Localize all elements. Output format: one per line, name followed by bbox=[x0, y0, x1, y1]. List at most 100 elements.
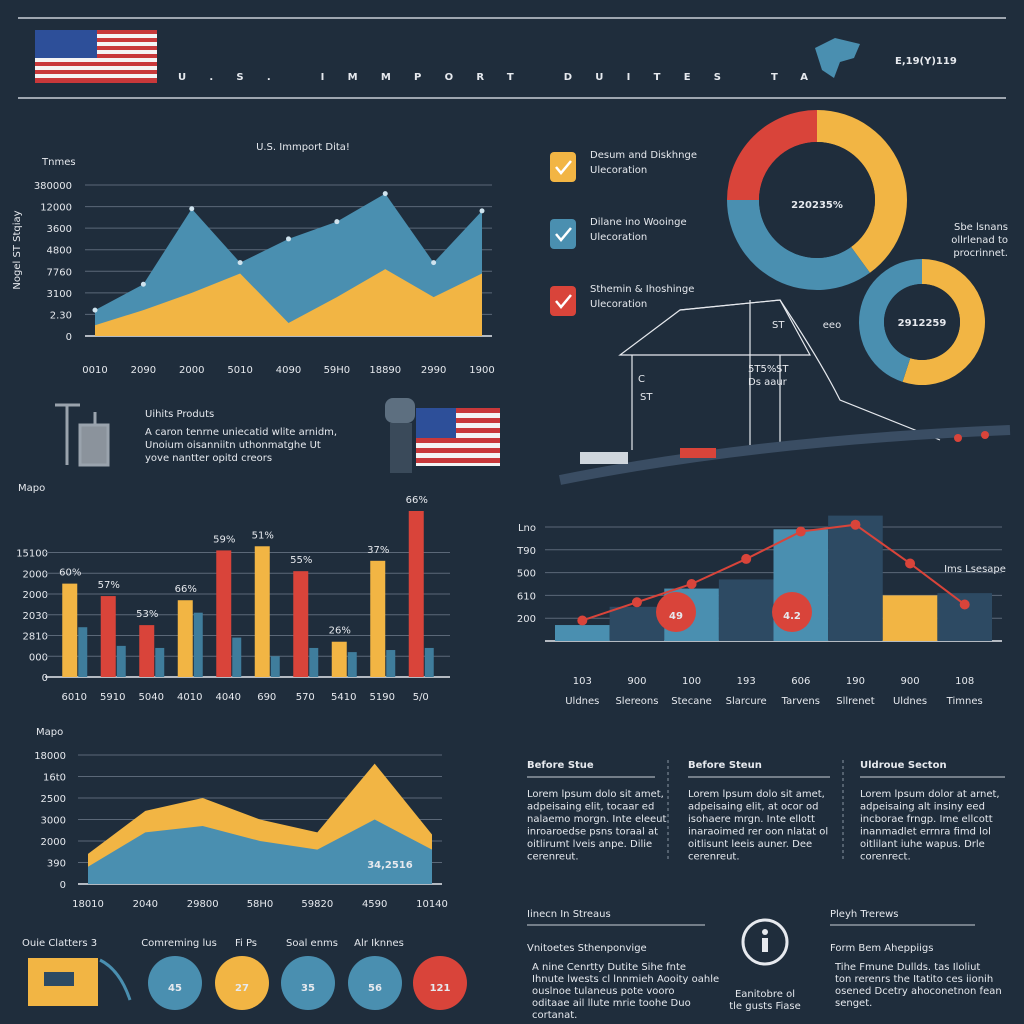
y-tick-label: 610 bbox=[517, 591, 536, 602]
x-tick-label: 5040 bbox=[139, 692, 164, 703]
x-tick-label: 4090 bbox=[276, 365, 301, 376]
x-tick-sublabel: Slarcure bbox=[726, 696, 767, 707]
y-tick-label: 390 bbox=[47, 859, 66, 870]
illustration-label: C bbox=[638, 374, 645, 385]
products-text: Unoium oisanniitn uthonmatghe Ut bbox=[145, 440, 321, 451]
x-tick-label: 58H0 bbox=[247, 899, 274, 910]
y-axis-header: Tnmes bbox=[41, 157, 76, 168]
y-tick-label: 7760 bbox=[47, 267, 72, 278]
y-tick-label: 3600 bbox=[47, 224, 72, 235]
y-axis-label: Nogel ST Stqiay bbox=[12, 210, 23, 289]
y-tick-label: 2000 bbox=[23, 590, 48, 601]
x-tick-label: 10140 bbox=[416, 899, 448, 910]
line bbox=[581, 523, 966, 622]
point bbox=[795, 526, 806, 537]
us-flag bbox=[35, 30, 157, 83]
stat-label: Soal enms bbox=[286, 938, 338, 949]
section-text: cerenreut. bbox=[527, 852, 579, 863]
annotation-badge bbox=[772, 592, 812, 632]
point bbox=[431, 260, 437, 266]
bar bbox=[882, 595, 938, 641]
bar bbox=[347, 652, 357, 677]
section-text: inroaroedse psns toraal at bbox=[527, 827, 658, 838]
worker-icon bbox=[385, 398, 415, 473]
y-tick-label: Lno bbox=[518, 523, 536, 534]
x-tick-label: 29800 bbox=[187, 899, 219, 910]
annotation: 4.2 bbox=[783, 611, 801, 622]
y-tick-label: 18000 bbox=[34, 751, 66, 762]
section-text: Lorem lpsum dolo sit amet, bbox=[688, 789, 825, 800]
section-text: incborae frngp. Ime ellcott bbox=[860, 814, 993, 825]
section-text: oitlirumt lveis anpe. Dilie bbox=[527, 839, 652, 850]
section-text: nalaemo morgn. Inte eleeut bbox=[527, 814, 667, 825]
legend-check bbox=[555, 160, 572, 175]
donut-segment bbox=[817, 110, 908, 273]
section-text: Lorem lpsum dolo sit amet, bbox=[527, 789, 664, 800]
panel-text: ton rerenrs the Itatito ces iionih bbox=[835, 974, 993, 985]
x-tick-label: 5010 bbox=[227, 365, 252, 376]
y-tick-label: 2030 bbox=[23, 611, 48, 622]
bar bbox=[331, 641, 347, 677]
section-text: adpeisaing alt insiny eed bbox=[860, 802, 985, 813]
donut-label: 220235% bbox=[791, 200, 843, 211]
y-tick-label: 0 bbox=[42, 673, 48, 684]
x-tick-label: 900 bbox=[627, 676, 646, 687]
bar-annotation: 26% bbox=[329, 626, 351, 637]
y-tick-label: 16t0 bbox=[43, 773, 66, 784]
stat-value: 121 bbox=[430, 983, 451, 994]
y-axis-header: Mapo bbox=[36, 727, 63, 738]
bar-annotation: 59% bbox=[213, 534, 235, 545]
illustration-label: ST bbox=[640, 392, 653, 403]
panel-text: cortanat. bbox=[532, 1010, 577, 1021]
y-tick-label: 2000 bbox=[41, 837, 66, 848]
area bbox=[95, 269, 482, 336]
section-dividers bbox=[667, 760, 844, 860]
point bbox=[92, 307, 98, 313]
stat-value: 45 bbox=[168, 983, 182, 994]
x-tick-label: 1900 bbox=[469, 365, 494, 376]
x-tick-label: 5/0 bbox=[413, 692, 429, 703]
x-tick-label: 0010 bbox=[82, 365, 107, 376]
bar-annotation: 60% bbox=[59, 568, 81, 579]
info-icon bbox=[741, 918, 789, 966]
bar bbox=[62, 583, 78, 677]
products-title: Uihits Produts bbox=[145, 409, 214, 420]
x-tick-label: 4590 bbox=[362, 899, 387, 910]
bar bbox=[116, 645, 126, 677]
legend-label: Dilane ino Wooinge bbox=[590, 217, 687, 228]
bar bbox=[155, 647, 165, 677]
y-axis-header: Mapo bbox=[18, 483, 45, 494]
x-tick-label: 59H0 bbox=[324, 365, 351, 376]
x-tick-label: 4010 bbox=[177, 692, 202, 703]
bar-annotation: 57% bbox=[98, 580, 120, 591]
x-tick-label: 570 bbox=[296, 692, 315, 703]
point bbox=[334, 219, 340, 225]
side-label: eeo bbox=[823, 320, 841, 331]
point bbox=[959, 599, 970, 610]
stat-circle bbox=[215, 956, 269, 1010]
panel-text: Ihnute lwests cl lnnmieh Aooity oahle bbox=[532, 974, 719, 985]
x-tick-label: 5190 bbox=[370, 692, 395, 703]
x-tick-label: 2040 bbox=[133, 899, 158, 910]
bar bbox=[232, 637, 242, 677]
header-code: E,19(Y)119 bbox=[895, 56, 957, 67]
x-tick-label: 4040 bbox=[216, 692, 241, 703]
x-tick-label: 108 bbox=[955, 676, 974, 687]
stat-circle bbox=[348, 956, 402, 1010]
panel-text: oditaae ail llute mrie toohe Duo bbox=[532, 998, 691, 1009]
y-tick-label: 3000 bbox=[41, 816, 66, 827]
products-text: A caron tenrne uniecatid wlite arnidm, bbox=[145, 427, 337, 438]
x-tick-sublabel: Tarvens bbox=[781, 696, 820, 707]
y-tick-label: 000 bbox=[29, 652, 48, 663]
panel-text: A nine Cenrtty Dutite Sihe fnte bbox=[532, 962, 686, 973]
bar bbox=[78, 627, 88, 677]
legend-swatch bbox=[550, 286, 576, 316]
section-text: Lorem lpsum dolor at arnet, bbox=[860, 789, 1000, 800]
map-icon bbox=[815, 38, 860, 78]
us-flag bbox=[416, 408, 500, 466]
stat-label: Fi Ps bbox=[235, 938, 257, 949]
legend-sublabel: Ulecoration bbox=[590, 165, 647, 176]
x-tick-sublabel: Uldnes bbox=[565, 696, 599, 707]
bar-annotation: 66% bbox=[175, 584, 197, 595]
note: ollrlenad to bbox=[951, 235, 1008, 246]
